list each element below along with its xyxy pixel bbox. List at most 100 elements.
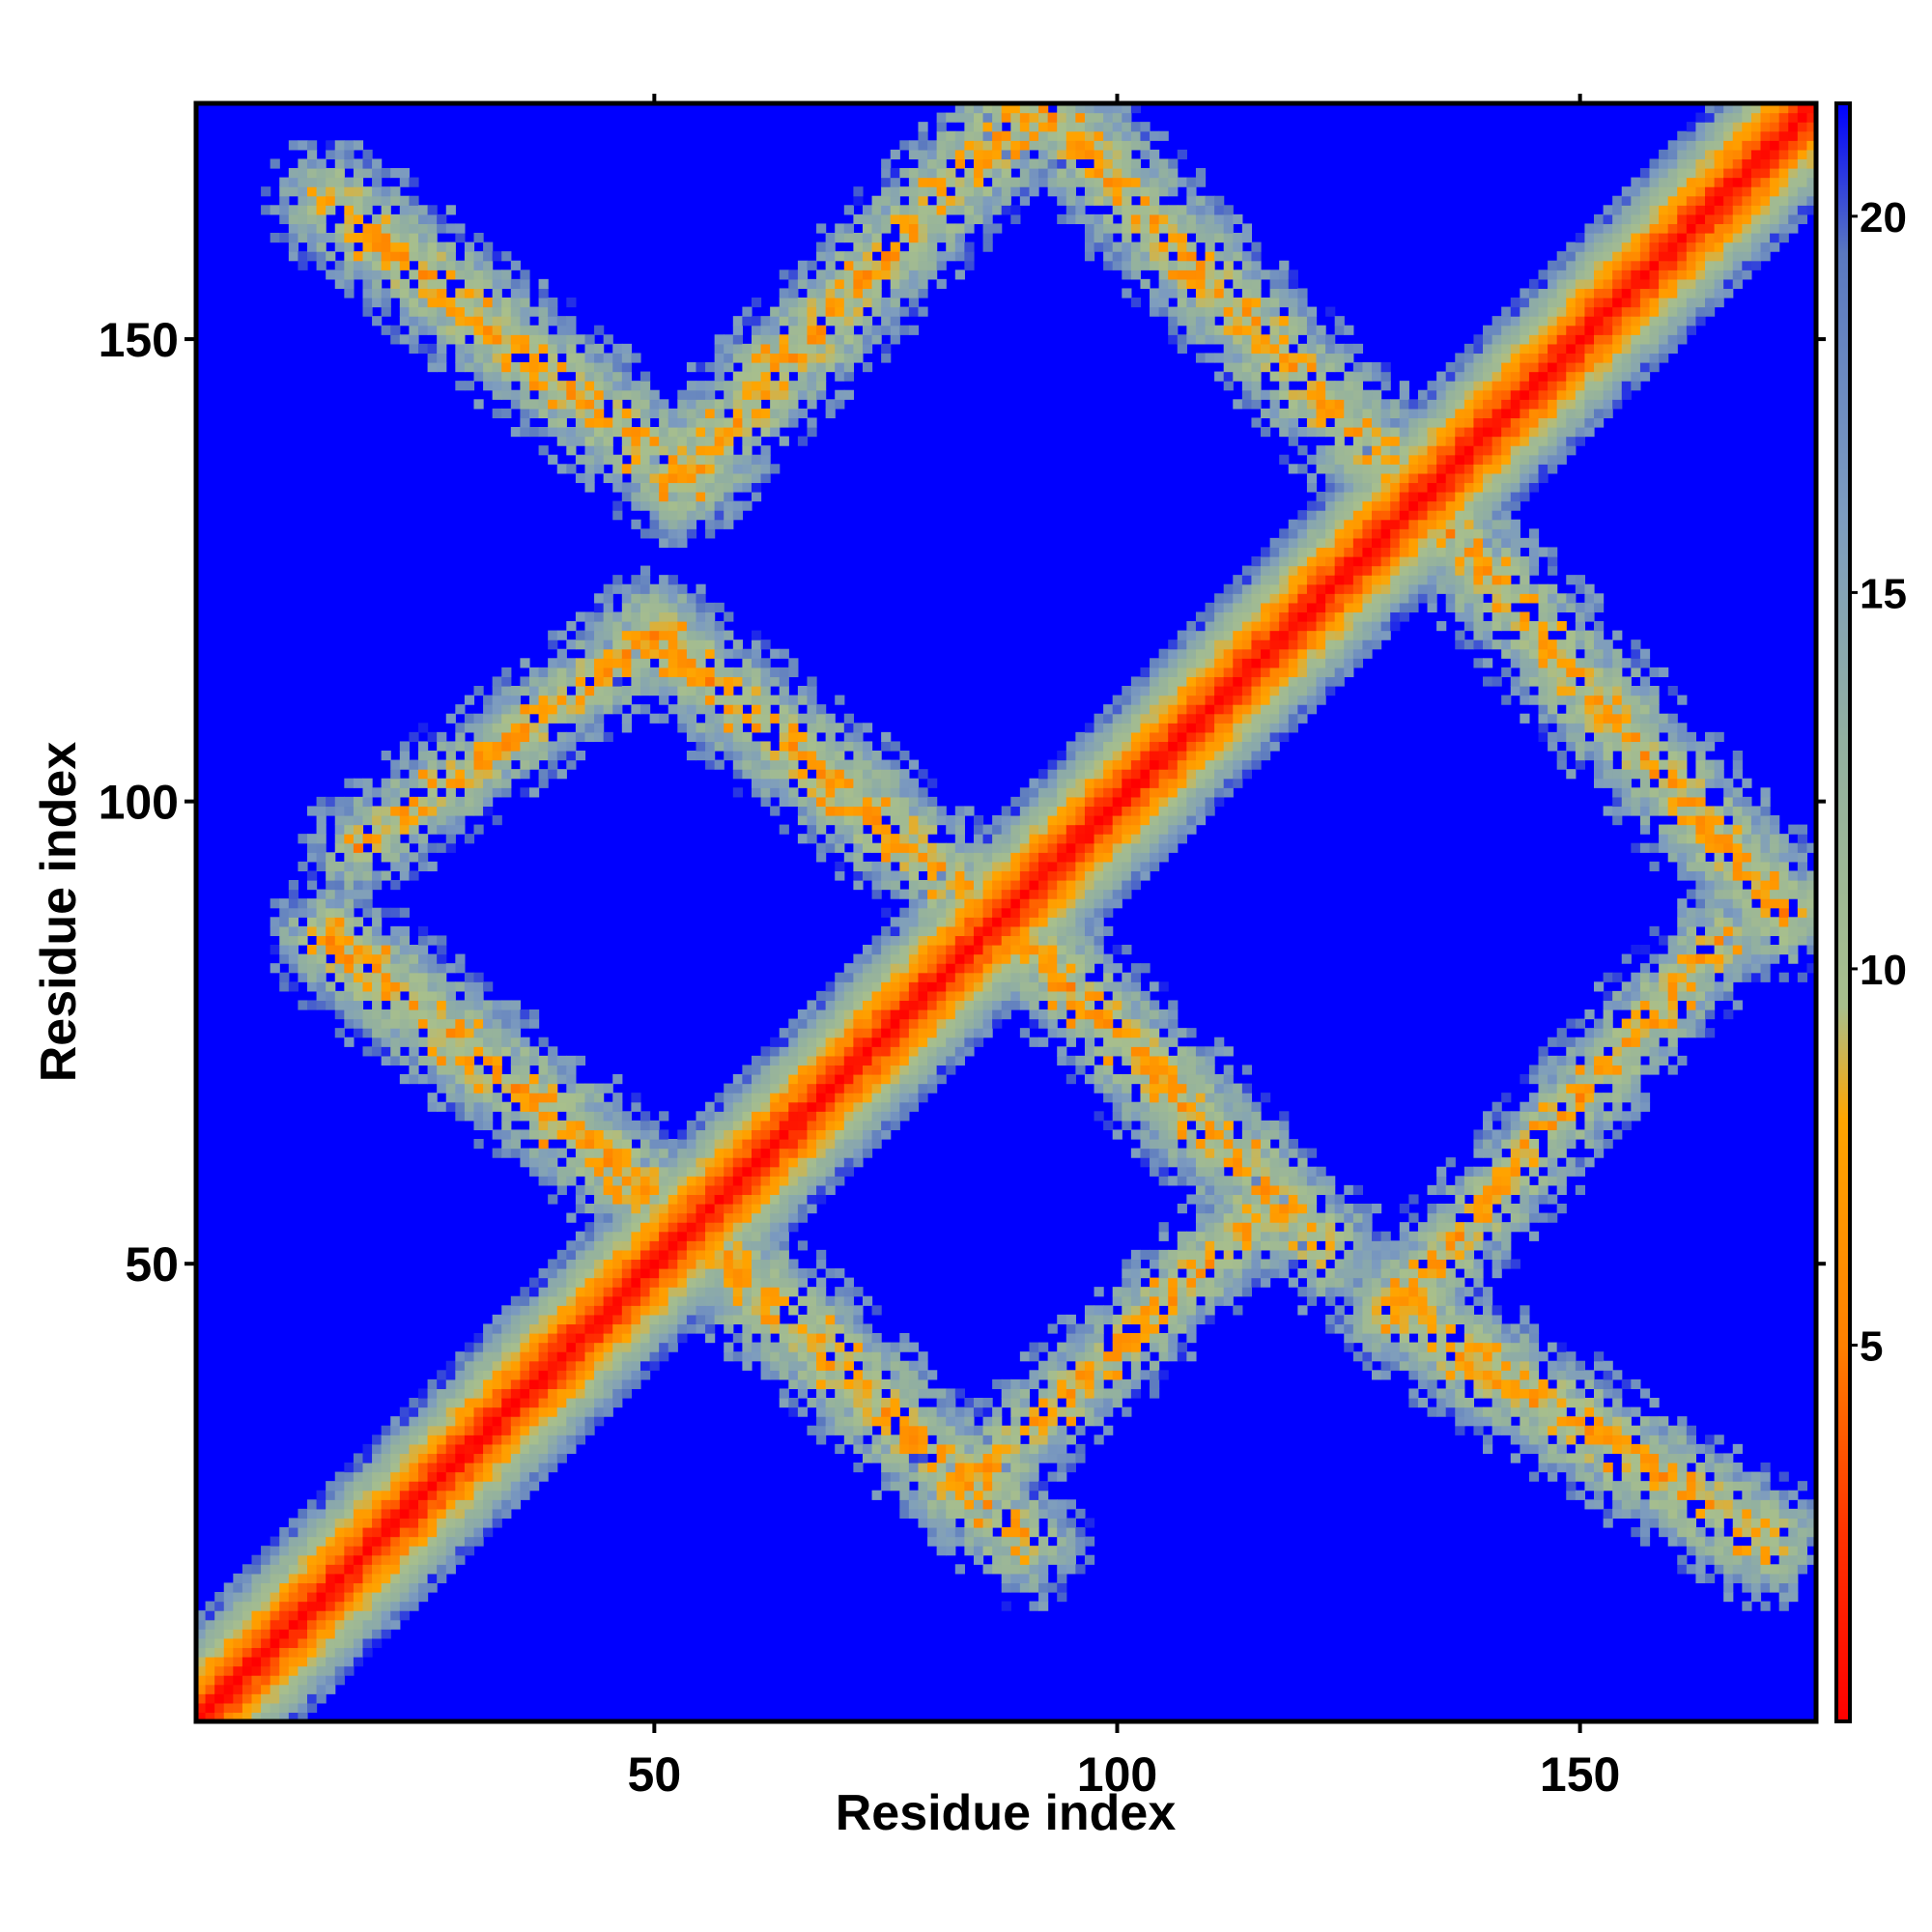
heatmap-cell — [326, 1601, 336, 1611]
heatmap-cell — [982, 925, 993, 937]
heatmap-cell — [242, 1629, 253, 1639]
heatmap-cell — [816, 288, 827, 298]
heatmap-cell — [797, 1074, 809, 1085]
heatmap-cell — [918, 306, 928, 317]
heatmap-cell — [464, 1388, 475, 1399]
heatmap-cell — [927, 205, 938, 215]
heatmap-cell — [770, 1194, 781, 1205]
heatmap-cell — [575, 1268, 586, 1279]
heatmap-cell — [381, 972, 391, 982]
heatmap-cell — [334, 233, 345, 243]
heatmap-cell — [724, 1295, 734, 1306]
heatmap-cell — [528, 1443, 540, 1455]
heatmap-cell — [251, 1657, 262, 1667]
heatmap-cell — [298, 205, 308, 215]
heatmap-cell — [575, 731, 586, 743]
heatmap-cell — [936, 168, 947, 179]
heatmap-cell — [807, 1184, 817, 1196]
heatmap-cell — [992, 1564, 1003, 1575]
heatmap-cell — [899, 1028, 910, 1038]
heatmap-cell — [353, 852, 364, 863]
heatmap-cell — [381, 195, 391, 206]
heatmap-cell — [696, 1305, 706, 1316]
heatmap-cell — [668, 630, 678, 640]
heatmap-cell — [918, 213, 928, 225]
heatmap-cell — [594, 1378, 605, 1390]
heatmap-cell — [464, 796, 475, 808]
heatmap-cell — [936, 122, 947, 132]
heatmap-cell — [437, 824, 447, 835]
heatmap-cell — [659, 648, 669, 659]
heatmap-cell — [575, 417, 586, 428]
heatmap-cell — [862, 260, 873, 270]
heatmap-cell — [982, 1564, 993, 1575]
heatmap-cell — [788, 1101, 799, 1112]
heatmap-cell — [631, 602, 641, 613]
heatmap-cell — [455, 1527, 466, 1538]
heatmap-cell — [973, 1536, 984, 1547]
heatmap-cell — [316, 1499, 327, 1510]
heatmap-cell — [936, 1074, 947, 1085]
heatmap-cell — [862, 834, 873, 844]
heatmap-cell — [714, 759, 724, 770]
heatmap-cell — [751, 1231, 762, 1241]
heatmap-cell — [631, 1360, 641, 1371]
heatmap-cell — [918, 195, 928, 206]
heatmap-cell — [677, 621, 688, 632]
heatmap-cell — [982, 213, 993, 225]
heatmap-cell — [881, 1028, 892, 1038]
heatmap-cell — [732, 1083, 743, 1094]
heatmap-cell — [288, 251, 299, 262]
heatmap-cell — [437, 316, 447, 327]
heatmap-cell — [936, 1435, 947, 1445]
heatmap-cell — [196, 1693, 207, 1704]
heatmap-cell — [881, 1443, 892, 1455]
heatmap-cell — [306, 834, 318, 844]
heatmap-cell — [399, 1610, 410, 1621]
heatmap-cell — [724, 1176, 734, 1186]
heatmap-cell — [298, 834, 308, 844]
heatmap-cell — [455, 1508, 466, 1520]
heatmap-cell — [760, 658, 771, 668]
heatmap-cell — [353, 917, 364, 927]
heatmap-cell — [742, 741, 753, 752]
heatmap-cell — [399, 251, 410, 262]
heatmap-cell — [528, 1425, 540, 1435]
heatmap-cell — [649, 667, 660, 678]
heatmap-cell — [306, 907, 318, 918]
heatmap-cell — [492, 1065, 502, 1075]
heatmap-cell — [251, 1554, 262, 1565]
heatmap-cell — [843, 1000, 854, 1010]
heatmap-cell — [853, 1287, 864, 1297]
heatmap-cell — [954, 963, 965, 974]
heatmap-cell — [686, 1204, 697, 1214]
heatmap-cell — [473, 723, 484, 733]
heatmap-cell — [797, 1101, 809, 1112]
heatmap-cell — [825, 1314, 836, 1325]
heatmap-cell — [344, 842, 355, 853]
heatmap-cell — [908, 1037, 920, 1047]
heatmap-cell — [714, 1101, 724, 1112]
heatmap-cell — [584, 1111, 595, 1122]
heatmap-cell — [437, 731, 447, 743]
heatmap-cell — [445, 1564, 456, 1575]
heatmap-cell — [353, 1527, 364, 1538]
heatmap-cell — [770, 713, 781, 724]
heatmap-cell — [409, 1037, 419, 1047]
heatmap-cell — [797, 1139, 809, 1150]
heatmap-cell — [751, 630, 762, 640]
heatmap-cell — [686, 436, 697, 446]
heatmap-cell — [871, 1046, 882, 1057]
heatmap-cell — [492, 751, 502, 761]
heatmap-cell — [659, 436, 669, 446]
heatmap-cell — [862, 796, 873, 808]
heatmap-cell — [899, 834, 910, 844]
heatmap-cell — [233, 1629, 243, 1639]
heatmap-cell — [473, 731, 484, 743]
heatmap-cell — [973, 1425, 984, 1435]
heatmap-cell — [714, 1120, 724, 1131]
heatmap-cell — [751, 316, 762, 327]
heatmap-cell — [575, 713, 586, 724]
heatmap-cell — [807, 1055, 817, 1066]
heatmap-cell — [853, 270, 864, 280]
